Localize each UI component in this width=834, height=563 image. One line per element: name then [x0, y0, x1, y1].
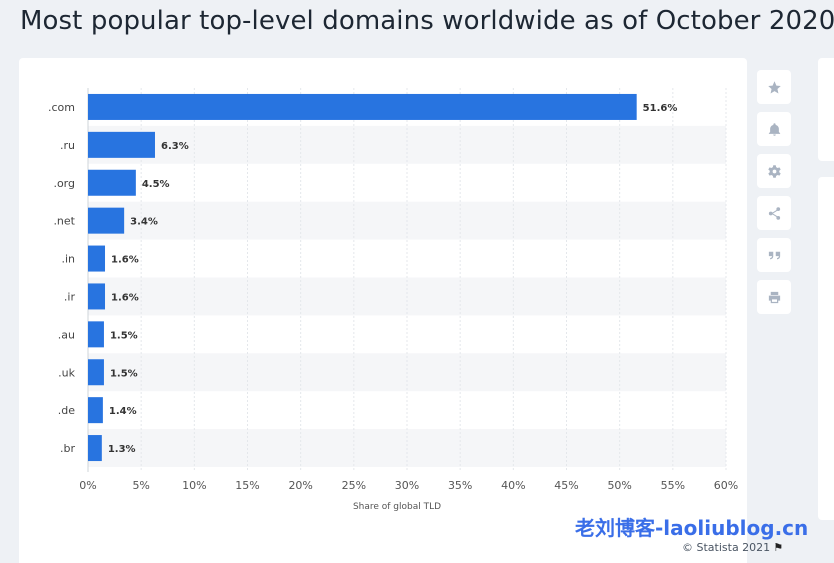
- x-tick-labels: 0% 5% 10% 15% 20% 25% 30% 35% 40% 45% 50% 55% 60%: [79, 479, 738, 492]
- x-tick-label: 10%: [182, 479, 206, 492]
- category-label: .in: [61, 253, 75, 266]
- print-button[interactable]: [757, 280, 791, 314]
- share-button[interactable]: [757, 196, 791, 230]
- star-icon: [767, 80, 781, 93]
- bar[interactable]: [88, 169, 136, 196]
- category-label: .com: [48, 101, 75, 114]
- value-label: 1.4%: [109, 406, 137, 417]
- flag-icon: ⚑: [773, 541, 784, 554]
- category-label: .net: [53, 215, 75, 228]
- quote-icon: [768, 251, 780, 259]
- share-icon: [768, 206, 780, 220]
- bar[interactable]: [88, 245, 106, 272]
- notification-button[interactable]: [757, 112, 791, 146]
- category-label: .ir: [64, 290, 76, 303]
- x-tick-label: 30%: [395, 479, 419, 492]
- chart-toolbar: [757, 70, 791, 322]
- x-tick-label: 45%: [554, 479, 578, 492]
- category-labels: .com .ru .org .net .in .ir .au .uk .de .br: [48, 101, 76, 455]
- x-tick-label: 25%: [342, 479, 366, 492]
- bar[interactable]: [88, 207, 125, 234]
- bar[interactable]: [88, 93, 637, 120]
- side-panel-bottom: [818, 177, 834, 520]
- value-label: 1.5%: [110, 368, 138, 379]
- gear-icon: [767, 164, 781, 178]
- value-label: 3.4%: [130, 217, 158, 228]
- x-tick-label: 60%: [714, 479, 738, 492]
- x-tick-label: 5%: [132, 479, 149, 492]
- bars: [88, 93, 637, 462]
- chart-card: .com .ru .org .net .in .ir .au .uk .de .br 51.6% 6…: [19, 58, 747, 563]
- value-label: 1.3%: [108, 444, 136, 455]
- value-label: 4.5%: [142, 179, 170, 190]
- bar[interactable]: [88, 321, 104, 348]
- source-credit[interactable]: © Statista 2021 ⚑: [682, 541, 783, 554]
- bar[interactable]: [88, 283, 106, 310]
- bar-chart: .com .ru .org .net .in .ir .au .uk .de .br 51.6% 6…: [48, 88, 738, 512]
- category-label: .ru: [60, 139, 75, 152]
- category-label: .org: [53, 177, 75, 190]
- favorite-button[interactable]: [757, 70, 791, 104]
- category-label: .au: [58, 328, 75, 341]
- bell-icon: [768, 122, 780, 136]
- value-label: 51.6%: [643, 103, 678, 114]
- x-tick-label: 35%: [448, 479, 472, 492]
- value-label: 1.6%: [111, 255, 139, 266]
- settings-button[interactable]: [757, 154, 791, 188]
- category-label: .uk: [58, 366, 75, 379]
- value-label: 6.3%: [161, 141, 189, 152]
- x-tick-label: 0%: [79, 479, 96, 492]
- category-label: .de: [58, 404, 75, 417]
- watermark-text: 老刘博客-laoliublog.cn: [575, 516, 809, 540]
- x-axis-label: Share of global TLD: [353, 502, 441, 512]
- page-title: Most popular top-level domains worldwide…: [20, 6, 834, 36]
- x-tick-label: 40%: [501, 479, 525, 492]
- value-label: 1.5%: [110, 330, 138, 341]
- x-tick-label: 50%: [607, 479, 631, 492]
- bar[interactable]: [88, 397, 103, 424]
- value-label: 1.6%: [111, 292, 139, 303]
- x-tick-label: 55%: [661, 479, 685, 492]
- bar[interactable]: [88, 131, 155, 158]
- category-label: .br: [60, 442, 75, 455]
- x-tick-label: 20%: [288, 479, 312, 492]
- print-icon: [768, 291, 780, 303]
- bar[interactable]: [88, 435, 102, 462]
- cite-button[interactable]: [757, 238, 791, 272]
- side-panel-top: [818, 58, 834, 161]
- value-labels: 51.6% 6.3% 4.5% 3.4% 1.6% 1.6% 1.5% 1.5% 1.4% 1.3…: [108, 103, 678, 455]
- x-tick-label: 15%: [235, 479, 259, 492]
- bar[interactable]: [88, 359, 104, 386]
- credit-text: © Statista 2021: [682, 541, 771, 554]
